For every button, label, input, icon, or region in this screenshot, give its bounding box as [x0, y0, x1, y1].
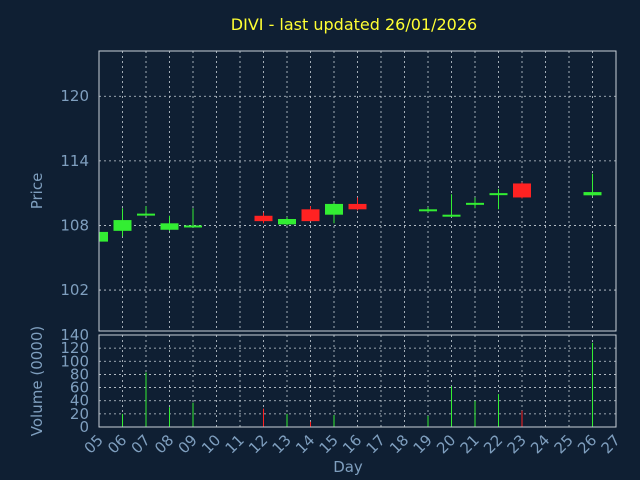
x-tick-label: 07 [128, 431, 154, 457]
x-tick-label: 13 [269, 431, 295, 457]
candle-body [489, 193, 508, 196]
candle-body [113, 220, 132, 231]
price-y-tick-label: 120 [60, 87, 89, 105]
x-tick-label: 19 [410, 431, 436, 457]
x-ticks: 0506070809101112131415161718192021222324… [81, 431, 624, 457]
x-tick-label: 16 [339, 431, 365, 457]
candle-body [442, 214, 461, 217]
x-axis-label: Day [333, 458, 363, 476]
candle-body [137, 213, 155, 216]
price-grid [99, 51, 616, 331]
x-tick-label: 17 [363, 431, 389, 457]
x-tick-label: 25 [551, 431, 577, 457]
candle-body [583, 192, 602, 196]
volume-axis-label: Volume (0000) [28, 326, 46, 436]
x-tick-label: 18 [386, 431, 412, 457]
candle-body [254, 215, 273, 222]
x-tick-label: 15 [316, 431, 342, 457]
x-tick-label: 27 [598, 431, 624, 457]
volume-y-tick-label: 40 [70, 392, 89, 410]
price-y-tick-label: 108 [60, 216, 89, 234]
volume-grid [99, 335, 616, 427]
candle-body [301, 209, 320, 222]
x-tick-label: 23 [504, 431, 530, 457]
candle-body [348, 203, 367, 210]
price-y-tick-label: 102 [60, 281, 89, 299]
x-tick-label: 14 [292, 431, 318, 457]
x-tick-label: 22 [480, 431, 506, 457]
x-tick-label: 20 [433, 431, 459, 457]
volume-y-tick-label: 20 [70, 405, 89, 423]
volume-y-tick-label: 60 [70, 379, 89, 397]
volume-y-tick-label: 120 [60, 339, 89, 357]
candle-body [419, 209, 437, 212]
x-tick-label: 08 [151, 431, 177, 457]
volume-y-tick-label: 80 [70, 365, 89, 383]
candle-body [99, 231, 108, 242]
x-tick-label: 24 [527, 431, 553, 457]
volume-y-tick-label: 140 [60, 326, 89, 344]
candle-body [160, 223, 179, 230]
candle-body [466, 202, 484, 205]
price-y-ticks: 102 108 114 120 [60, 87, 89, 299]
candle-body [278, 219, 296, 225]
x-tick-label: 12 [245, 431, 271, 457]
candles [98, 173, 602, 244]
volume-y-tick-label: 100 [60, 352, 89, 370]
volume-panel-frame [98, 334, 617, 428]
price-y-tick-label: 114 [60, 152, 89, 170]
volume-bars [122, 342, 593, 427]
candle-body [184, 225, 202, 228]
x-tick-label: 10 [198, 431, 224, 457]
x-tick-label: 11 [222, 431, 248, 457]
candle-body [325, 203, 343, 215]
price-panel-frame [98, 50, 617, 332]
chart-title: DIVI - last updated 26/01/2026 [231, 15, 477, 34]
volume-y-tick-label: 0 [79, 418, 89, 436]
x-tick-label: 21 [457, 431, 483, 457]
candle-body [513, 183, 531, 198]
x-tick-label: 26 [574, 431, 600, 457]
price-axis-label: Price [28, 173, 46, 210]
x-tick-label: 09 [175, 431, 201, 457]
x-tick-label: 06 [104, 431, 130, 457]
